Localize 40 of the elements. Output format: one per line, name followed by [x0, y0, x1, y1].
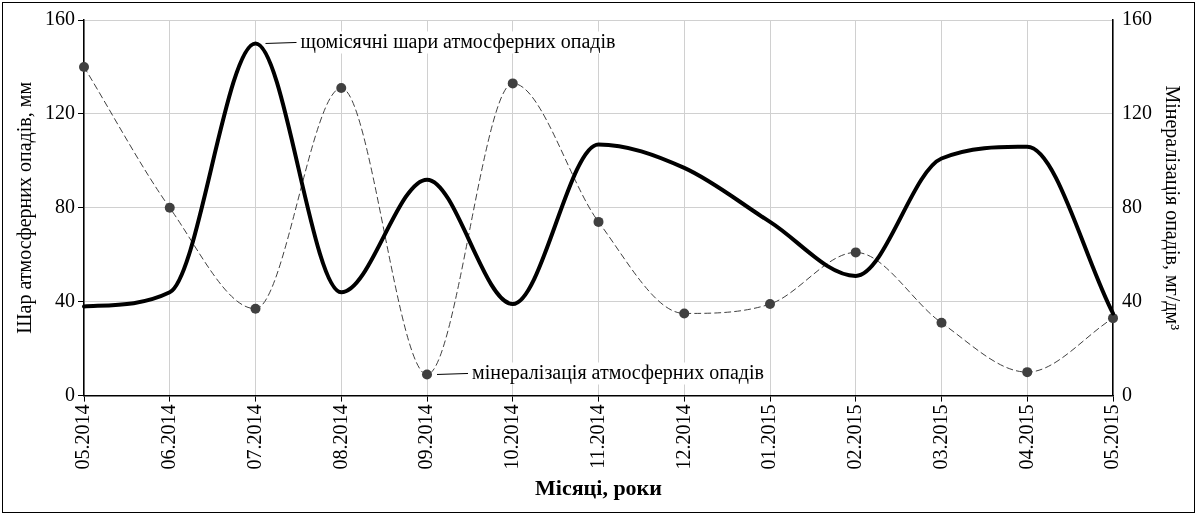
x-tick-label: 08.2014: [328, 404, 351, 470]
point: [507, 78, 518, 89]
point: [422, 369, 432, 380]
y2-tick-label: 0: [1122, 382, 1132, 405]
point: [679, 308, 690, 319]
x-tick-label: 04.2015: [1014, 404, 1037, 470]
x-tick-label: 01.2015: [757, 404, 780, 470]
y2-axis-title: Мінералізація опадів, мг/дм³: [1160, 85, 1184, 331]
x-tick-label: 09.2014: [414, 404, 437, 470]
y-axis-title: Шар атмосферних опадів, мм: [13, 81, 37, 334]
x-tick-label: 02.2015: [843, 404, 865, 470]
y-tick-label: 40: [55, 288, 75, 311]
point: [250, 303, 261, 314]
y2-tick-label: 40: [1122, 288, 1142, 311]
x-tick-label: 11.2014: [585, 404, 608, 469]
y2-tick-label: 80: [1122, 195, 1142, 218]
x-axis-title: Місяці, роки: [535, 475, 663, 501]
y-tick-label: 160: [45, 7, 75, 30]
point: [79, 61, 89, 72]
x-tick-label: 10.2014: [500, 404, 522, 470]
x-tick-label: 05.2014: [71, 404, 94, 470]
y-tick-label: 80: [55, 195, 75, 218]
x-tick-label: 06.2014: [157, 404, 179, 470]
point: [593, 216, 604, 227]
y2-tick-label: 160: [1122, 7, 1152, 30]
annotation: мінералізація атмосферних опадів: [472, 361, 764, 385]
x-tick-label: 12.2014: [671, 404, 694, 470]
point: [1022, 367, 1033, 378]
point: [164, 202, 175, 213]
point: [336, 83, 347, 94]
annotation: щомісячні шари атмосферних опадів: [300, 30, 616, 54]
point: [850, 247, 861, 258]
x-tick-label: 07.2014: [242, 404, 265, 470]
x-tick-label: 05.2015: [1100, 404, 1123, 470]
y-tick-label: 120: [45, 101, 75, 124]
point: [765, 299, 775, 310]
point: [936, 317, 947, 328]
y2-tick-label: 120: [1122, 101, 1152, 124]
x-tick-label: 03.2015: [928, 404, 951, 470]
y-tick-label: 0: [65, 382, 75, 405]
